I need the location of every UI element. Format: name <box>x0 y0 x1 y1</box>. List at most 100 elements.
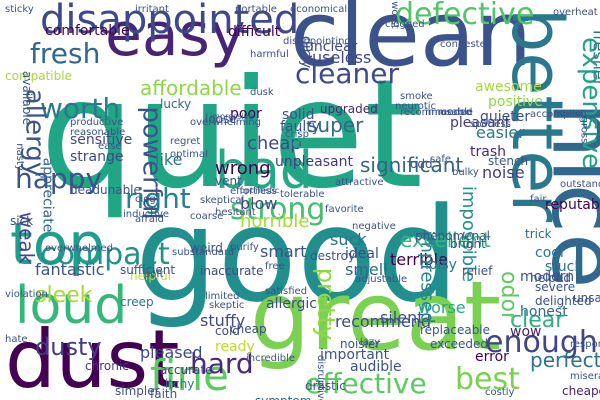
word-audible: audible <box>350 359 402 375</box>
word-smell: smell <box>345 260 388 279</box>
word-reasonable: reasonable <box>70 127 126 138</box>
word-silent: silent <box>380 308 424 327</box>
word-reputable: reputable <box>545 197 600 213</box>
word-best: best <box>455 362 520 397</box>
word-incredible: incredible <box>246 353 296 364</box>
word-satisfied: satisfied <box>265 286 308 297</box>
word-dusk: dusk <box>250 87 274 98</box>
word-top: top <box>10 210 106 278</box>
word-good: good <box>135 179 460 331</box>
word-stench: stench <box>488 154 529 168</box>
word-noise: noise <box>482 163 525 182</box>
word-affordable: affordable <box>140 76 242 100</box>
word-error: error <box>475 349 509 365</box>
word-accurate: accurate <box>160 363 213 377</box>
word-delighted: delighted <box>535 294 592 308</box>
word-creep: creep <box>120 295 154 309</box>
word-wow: wow <box>510 324 542 340</box>
word-impressive: impressive <box>210 112 254 121</box>
word-inaccurate: inaccurate <box>200 264 264 278</box>
word-tolerable: tolerable <box>280 189 325 200</box>
word-worth: worth <box>40 92 121 125</box>
word-worst: worst <box>388 1 400 29</box>
word-phenomenal: phenomenal <box>415 229 490 243</box>
word-regret: regret <box>170 136 201 147</box>
word-easy: easy <box>105 0 246 70</box>
word-accomplish: accomplish <box>530 109 587 120</box>
word-limited: limited <box>205 291 240 302</box>
word-overwhelming: overwhelming <box>190 117 261 128</box>
word-helped: helped <box>530 271 571 285</box>
word-comfortable: comfortable <box>45 23 130 39</box>
word-modern: modern <box>520 269 575 285</box>
word-useless: useless <box>312 48 372 67</box>
word-terrible: terrible <box>390 250 448 269</box>
word-violation: violation <box>5 289 48 300</box>
word-miserable: miserable <box>570 371 600 382</box>
word-disappointed: disappointed <box>40 0 300 43</box>
word-quieter: quieter <box>480 109 531 125</box>
word-noisy: noisy <box>420 257 457 273</box>
word-ease: ease <box>98 141 122 152</box>
word-solid: solid <box>282 107 315 123</box>
word-negative: negative <box>352 221 396 232</box>
word-clear: clear <box>510 308 565 333</box>
word-suck: suck <box>330 230 367 249</box>
word-wrong: wrong <box>215 158 271 179</box>
word-hesitant: hesitant <box>215 207 256 218</box>
word-coarse: coarse <box>190 211 224 222</box>
word-lucky: lucky <box>160 97 192 111</box>
word-disruptive: disruptive <box>314 355 326 400</box>
word-quiet: quiet <box>40 48 424 222</box>
word-recommend: recommend <box>335 312 431 331</box>
word-sufficient: sufficient <box>120 263 176 277</box>
word-strong: strong <box>230 192 326 227</box>
word-faulty: faulty <box>280 119 321 135</box>
word-cheap: cheap <box>230 322 267 336</box>
word-economical: economical <box>290 4 348 15</box>
word-worse: worse <box>418 298 466 317</box>
word-crisp: crisp <box>285 129 309 140</box>
word-great: great <box>250 262 502 372</box>
word-soft: soft <box>145 269 164 280</box>
word-gross: gross <box>578 116 590 144</box>
word-unpleasant: unpleasant <box>275 154 353 170</box>
word-easier: easier <box>476 123 525 142</box>
word-loose: loose <box>205 112 237 126</box>
word-sick: sick <box>10 214 34 228</box>
word-cheaper: cheaper <box>562 384 600 398</box>
word-unable: unable <box>100 183 141 197</box>
word-safe: safe <box>430 154 452 165</box>
word-vent: vent <box>215 174 242 188</box>
word-nasty: nasty <box>13 143 25 171</box>
word-happy: happy <box>15 162 103 195</box>
word-ideal: ideal <box>345 246 379 262</box>
word-symptom: symptom <box>255 395 311 400</box>
word-overheat: overheat <box>553 7 598 18</box>
word-positive: positive <box>488 94 543 110</box>
word-smoke: smoke <box>400 91 433 102</box>
word-hate: hate <box>5 334 28 345</box>
word-difficult: difficult <box>228 24 281 40</box>
word-fresher: fresher <box>589 29 600 87</box>
word-super: super <box>307 113 364 137</box>
word-blow: blow <box>240 194 278 213</box>
word-odd: odd <box>410 157 433 171</box>
word-upgraded: upgraded <box>320 102 378 116</box>
word-sleek: sleek <box>35 283 93 308</box>
word-harmful: harmful <box>250 49 289 60</box>
word-hard: hard <box>190 347 254 380</box>
word-dust: dust <box>5 313 180 400</box>
word-compatible: compatible <box>5 69 72 83</box>
word-ready: ready <box>215 339 255 355</box>
word-decent: decent <box>292 136 341 152</box>
word-cold: cold <box>215 324 240 338</box>
word-destroy: destroy <box>310 249 356 263</box>
word-effective: effective <box>305 367 427 400</box>
word-neurotic: neurotic <box>395 101 437 112</box>
word-clogged: clogged <box>385 19 425 30</box>
word-allergic: allergic <box>266 296 317 312</box>
word-bad: bad <box>215 141 313 201</box>
word-free: free <box>265 261 285 272</box>
